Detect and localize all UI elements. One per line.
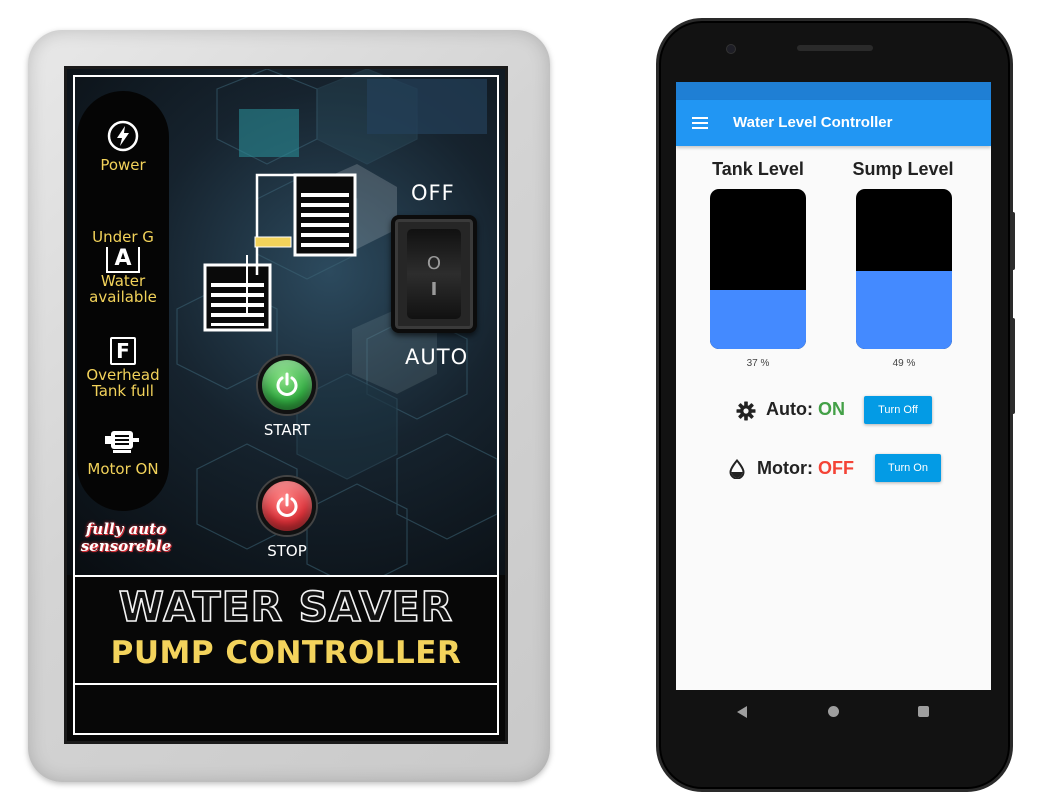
tagline: fully auto sensoreble	[71, 521, 181, 555]
tagline-line-1: fully auto	[85, 520, 167, 538]
auto-toggle-button[interactable]: Turn Off	[864, 396, 932, 424]
back-icon[interactable]	[737, 706, 747, 718]
indicator-under-ground: Under G A Water available	[77, 229, 169, 305]
volume-button[interactable]	[1011, 212, 1015, 270]
mode-rocker-switch[interactable]: O I	[391, 215, 477, 333]
status-bar	[676, 82, 991, 100]
sump-level-gauge	[856, 189, 952, 349]
indicator-tank-full: F Overhead Tank full	[77, 337, 169, 399]
indicator-tank-label-1: Overhead	[86, 366, 160, 384]
lightning-icon	[107, 120, 139, 152]
auto-state: ON	[817, 399, 845, 419]
app-title: Water Level Controller	[733, 114, 893, 131]
sump-level-percent: 49 %	[892, 358, 916, 369]
sump-level-title: Sump Level	[852, 159, 954, 179]
water-drop-icon	[729, 459, 745, 479]
motor-status: Motor: OFF	[757, 458, 854, 479]
motor-state: OFF	[817, 458, 854, 478]
indicator-tank-label-2: Tank full	[92, 382, 154, 400]
tank-level-fill	[710, 289, 806, 349]
tank-level-percent: 37 %	[746, 358, 770, 369]
tank-level-gauge	[710, 189, 806, 349]
indicator-panel: Power Under G A Water available F Overhe…	[77, 91, 169, 511]
frame-line-lower	[73, 683, 499, 685]
indicator-under-label: Under G	[92, 228, 154, 246]
tank-diagram-icon	[203, 173, 357, 332]
start-button[interactable]	[258, 356, 316, 414]
switch-auto-label: AUTO	[405, 345, 469, 369]
rocker-mark-on: I	[430, 279, 438, 300]
gear-icon	[736, 401, 756, 421]
app-screen: Water Level Controller Tank Level Sump L…	[676, 82, 991, 690]
frame-line-bottom	[73, 733, 499, 735]
switch-off-label: OFF	[411, 181, 455, 205]
full-badge: F	[110, 337, 136, 365]
indicator-power: Power	[77, 119, 169, 173]
sump-level-fill	[856, 270, 952, 349]
rocker-mark-off: O	[426, 253, 442, 274]
menu-icon[interactable]	[692, 117, 708, 129]
frame-line-right	[497, 75, 499, 735]
auto-label: Auto:	[766, 399, 818, 419]
tank-level-title: Tank Level	[712, 159, 804, 179]
stop-button-label: STOP	[267, 542, 307, 560]
tagline-line-2: sensoreble	[80, 537, 172, 555]
indicator-water-label-1: Water	[100, 272, 146, 290]
indicator-motor-label: Motor ON	[87, 460, 159, 478]
indicator-power-label: Power	[100, 156, 146, 174]
app-bar: Water Level Controller	[676, 100, 991, 146]
motor-icon	[105, 431, 139, 453]
power-symbol-icon	[276, 372, 298, 396]
frame-line-mid	[73, 575, 499, 577]
product-subtitle: PUMP CONTROLLER	[110, 635, 462, 671]
rocker-paddle[interactable]: O I	[407, 229, 461, 319]
indicator-water-label-2: available	[89, 288, 157, 306]
home-icon[interactable]	[828, 706, 839, 717]
power-side-button[interactable]	[1011, 318, 1015, 414]
under-badge: A	[106, 247, 140, 273]
product-title: WATER SAVER	[118, 582, 454, 632]
frame-line-left	[73, 75, 75, 735]
stop-button[interactable]	[258, 477, 316, 535]
motor-toggle-button[interactable]: Turn On	[875, 454, 941, 482]
indicator-motor: Motor ON	[77, 427, 169, 477]
start-button-label: START	[263, 421, 311, 439]
auto-status: Auto: ON	[766, 399, 845, 420]
motor-label: Motor:	[757, 458, 818, 478]
power-symbol-icon	[276, 493, 298, 517]
frame-line-top	[73, 75, 499, 77]
recent-apps-icon[interactable]	[918, 706, 929, 717]
front-camera	[726, 44, 736, 54]
earpiece-speaker	[797, 45, 873, 51]
controller-faceplate: Power Under G A Water available F Overhe…	[64, 66, 508, 744]
